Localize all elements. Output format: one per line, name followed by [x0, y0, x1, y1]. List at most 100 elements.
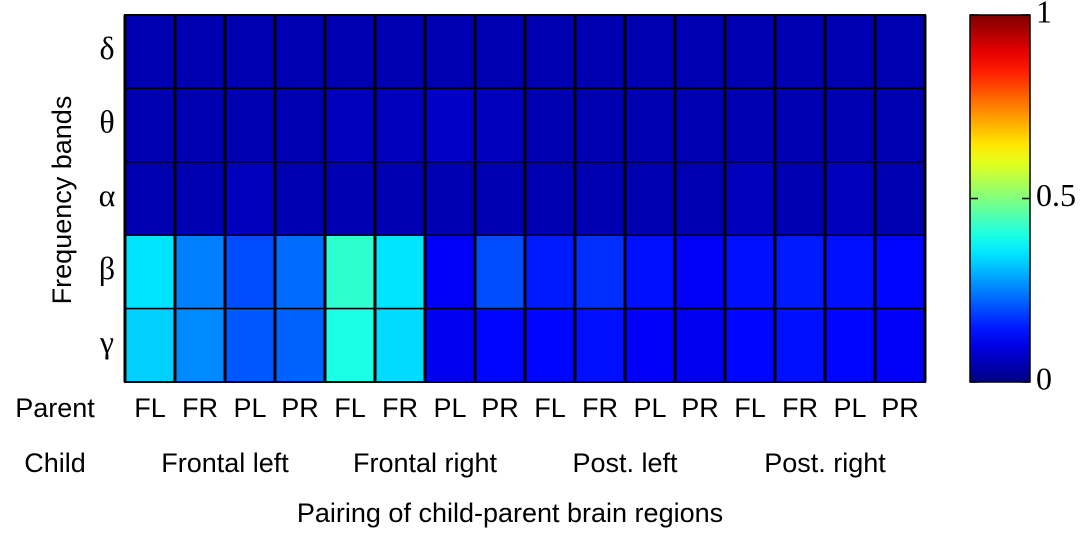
heatmap-cell [674, 87, 726, 163]
heatmap-cell [124, 14, 176, 90]
row-label: β [99, 250, 115, 286]
heatmap-cell [724, 234, 776, 310]
heatmap-cell [724, 161, 776, 236]
heatmap-cell [574, 87, 626, 163]
parent-label: Parent [15, 393, 95, 423]
heatmap-cell [224, 161, 276, 236]
heatmap-cell [124, 87, 176, 163]
heatmap-cell [474, 161, 526, 236]
heatmap-cell [674, 234, 726, 310]
heatmap-cell [874, 234, 926, 310]
heatmap-cell [174, 14, 226, 90]
heatmap-cell [474, 14, 526, 90]
colorbar-tick-label: 0.5 [1036, 177, 1076, 213]
heatmap-cell [374, 87, 426, 163]
heatmap-cell [824, 87, 876, 163]
column-label: FR [782, 393, 818, 423]
column-label: FR [182, 393, 218, 423]
row-label: γ [99, 324, 114, 360]
heatmap-cell [224, 87, 276, 163]
column-label: PR [481, 393, 519, 423]
heatmap-cell [474, 234, 526, 310]
heatmap-cell [324, 161, 376, 236]
heatmap-cell [824, 234, 876, 310]
group-label: Post. left [572, 448, 678, 478]
heatmap-cell [324, 307, 376, 383]
heatmap-cell [624, 234, 676, 310]
heatmap-cell [324, 234, 376, 310]
y-axis-label: Frequency bands [47, 96, 77, 305]
column-label: FL [534, 393, 566, 423]
column-label: FL [734, 393, 766, 423]
heatmap-cell [824, 161, 876, 236]
heatmap-cell [274, 87, 326, 163]
heatmap-cell [824, 307, 876, 383]
heatmap-cell [374, 14, 426, 90]
column-label: FL [134, 393, 166, 423]
heatmap-cell [374, 307, 426, 383]
heatmap-cell [674, 307, 726, 383]
heatmap-cell [724, 87, 776, 163]
heatmap-cell [474, 87, 526, 163]
column-label: PL [833, 393, 866, 423]
heatmap-cell [324, 14, 376, 90]
heatmap-cell [224, 234, 276, 310]
column-label: PR [881, 393, 919, 423]
heatmap-cell [374, 234, 426, 310]
heatmap-cell [674, 14, 726, 90]
column-label: PR [281, 393, 319, 423]
heatmap-cell [624, 307, 676, 383]
heatmap-cell [774, 87, 826, 163]
heatmap-cell [574, 161, 626, 236]
heatmap-cell [174, 87, 226, 163]
heatmap-cell [874, 14, 926, 90]
heatmap-cell [424, 234, 476, 310]
heatmap-cell [774, 161, 826, 236]
heatmap-cell [274, 234, 326, 310]
heatmap-cell [374, 161, 426, 236]
column-label: PR [681, 393, 719, 423]
heatmap-cell [624, 87, 676, 163]
heatmap-cell [774, 14, 826, 90]
heatmap-cell [474, 307, 526, 383]
heatmap-cell [424, 87, 476, 163]
heatmap-cell [674, 161, 726, 236]
column-label: FR [382, 393, 418, 423]
column-label: FR [582, 393, 618, 423]
heatmap-cell [524, 87, 576, 163]
heatmap-cell [124, 307, 176, 383]
heatmap-cell [774, 307, 826, 383]
heatmap-cell [524, 307, 576, 383]
heatmap-cell [424, 307, 476, 383]
heatmap-cell [874, 307, 926, 383]
heatmap-cell [524, 234, 576, 310]
x-axis-label: Pairing of child-parent brain regions [297, 498, 723, 528]
heatmap-cell [174, 234, 226, 310]
column-label: PL [633, 393, 666, 423]
heatmap-cell [624, 161, 676, 236]
heatmap-cell [574, 234, 626, 310]
heatmap-cell [224, 14, 276, 90]
column-label: PL [433, 393, 466, 423]
group-label: Frontal right [353, 448, 498, 478]
heatmap-cell [324, 87, 376, 163]
row-label: δ [99, 30, 114, 66]
heatmap-cell [274, 161, 326, 236]
group-label: Frontal left [161, 448, 289, 478]
heatmap-cell [274, 307, 326, 383]
heatmap-cell [424, 14, 476, 90]
heatmap-cell [574, 14, 626, 90]
heatmap-cell [274, 14, 326, 90]
column-label: FL [334, 393, 366, 423]
heatmap-cell [874, 161, 926, 236]
heatmap-cell [874, 87, 926, 163]
colorbar [969, 14, 1031, 383]
colorbar-tick-label: 1 [1036, 0, 1052, 29]
row-label: α [99, 177, 116, 213]
heatmap-cell [574, 307, 626, 383]
colorbar-tick-label: 0 [1036, 360, 1052, 396]
column-label: PL [233, 393, 266, 423]
heatmap-cell [124, 234, 176, 310]
heatmap-cell [724, 14, 776, 90]
